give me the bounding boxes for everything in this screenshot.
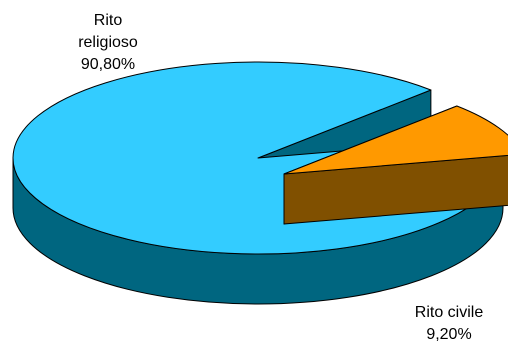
slice-label-line: religioso <box>78 34 138 51</box>
slice-label-rito-religioso: Rito religioso 90,80% <box>48 10 168 76</box>
pie-slice-rito-civile <box>283 105 508 175</box>
slice-value-label: 90,80% <box>80 56 136 73</box>
slice-label-line: Rito <box>93 12 123 29</box>
slice-label-rito-civile: Rito civile 9,20% <box>394 302 504 346</box>
slice-label-line: Rito civile <box>414 304 484 321</box>
slice-value-label: 9,20% <box>426 326 472 343</box>
